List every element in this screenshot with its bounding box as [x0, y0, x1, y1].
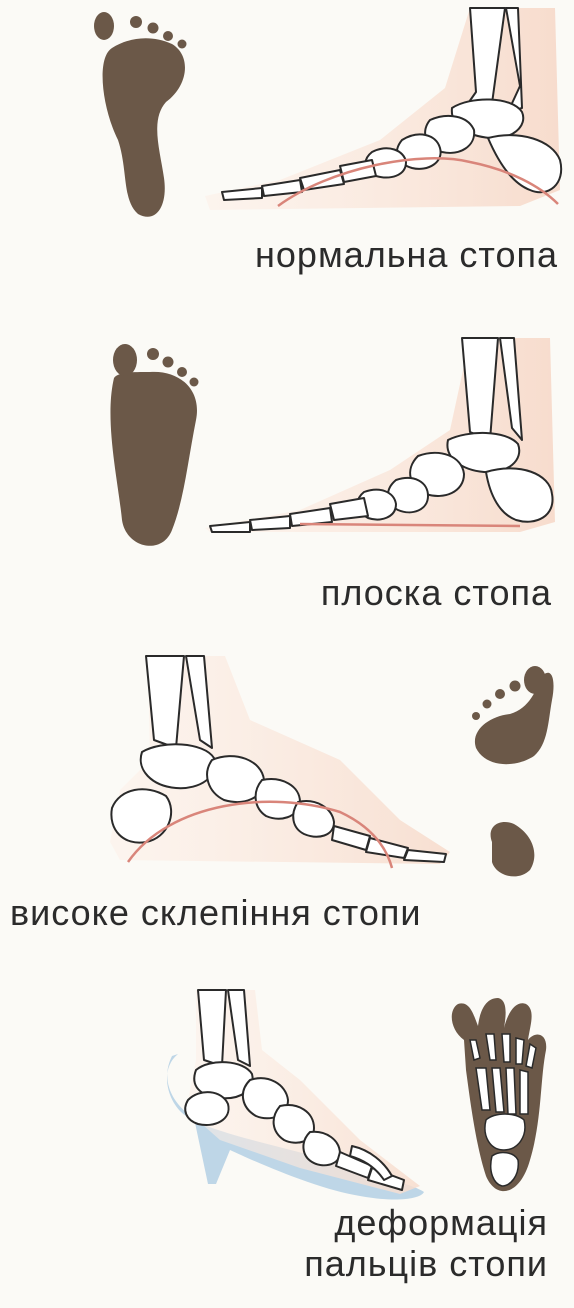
toe-deformation-section	[166, 989, 547, 1200]
normal-footprint-icon	[94, 12, 187, 217]
high-arch-footprint-icon	[472, 666, 554, 877]
flat-foot-section	[110, 337, 555, 546]
flat-footprint-icon	[110, 344, 199, 546]
deformed-foot-skeleton-icon	[184, 989, 420, 1194]
caption-toe-deformation-line1: деформація	[334, 1202, 548, 1243]
deformed-footprint-icon	[451, 998, 547, 1192]
normal-foot-skeleton-icon	[205, 7, 563, 210]
caption-flat-foot: плоска стопа	[320, 572, 552, 613]
flat-foot-skeleton-icon	[205, 337, 555, 533]
caption-toe-deformation-line2: пальців стопи	[304, 1243, 548, 1285]
caption-normal-foot: нормальна стопа	[255, 234, 558, 275]
high-arch-skeleton-icon	[110, 655, 450, 869]
high-arch-section	[110, 655, 554, 877]
caption-toe-deformation: деформація пальців стопи	[304, 1202, 548, 1285]
caption-high-arch: високе склепіння стопи	[10, 892, 422, 933]
normal-foot-section	[94, 7, 563, 217]
